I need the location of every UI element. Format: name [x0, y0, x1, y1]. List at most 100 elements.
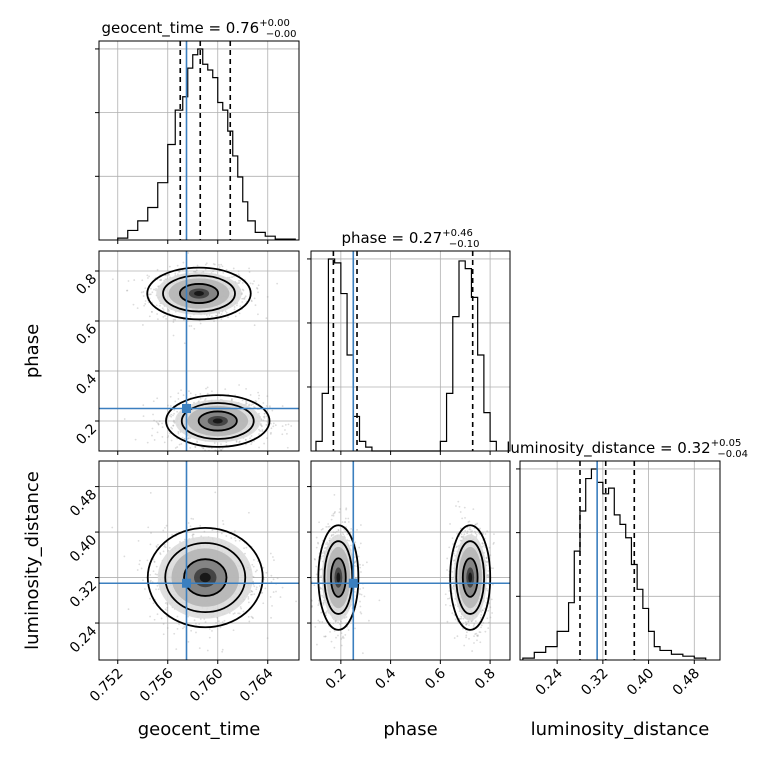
sample-point [268, 405, 271, 408]
sample-point [468, 637, 470, 640]
sample-point [189, 315, 192, 318]
sample-point [149, 293, 152, 296]
sample-point [359, 588, 361, 590]
sample-point [323, 550, 325, 553]
sample-point [182, 394, 185, 397]
sample-point [173, 409, 176, 411]
sample-point [249, 282, 252, 285]
sample-point [249, 394, 252, 396]
sample-point [473, 527, 476, 530]
sample-point [250, 299, 253, 302]
panel-geocent_time-vs-luminosity_distance: 0.240.320.400.48 [67, 460, 300, 664]
panel-content [99, 251, 299, 457]
sample-point [242, 297, 245, 300]
sample-point [247, 597, 250, 600]
sample-point [490, 598, 493, 601]
sample-point [241, 288, 244, 291]
sample-point [466, 532, 469, 535]
sample-point [248, 267, 250, 270]
sample-point [473, 635, 475, 638]
sample-point [493, 541, 495, 544]
sample-point [250, 443, 253, 446]
sample-point [324, 612, 327, 615]
title-plus: +0.46 [442, 228, 473, 239]
sample-point [486, 617, 489, 620]
sample-point [340, 638, 343, 640]
title-plus: +0.05 [711, 438, 742, 449]
sample-point [323, 635, 326, 638]
sample-point [165, 318, 167, 320]
sample-point [274, 424, 277, 427]
sample-point [162, 309, 165, 311]
panel-content [311, 461, 510, 660]
sample-point [196, 440, 198, 443]
sample-point [155, 289, 157, 292]
sample-point [171, 534, 174, 536]
sample-point [183, 455, 185, 457]
density-shade [194, 291, 204, 296]
sample-point [183, 342, 186, 345]
sample-point [325, 525, 328, 528]
sample-point [234, 539, 237, 542]
sample-point [183, 626, 186, 628]
sample-point [453, 552, 455, 555]
sample-point [362, 587, 365, 589]
sample-point [276, 282, 279, 285]
sample-point [241, 301, 244, 303]
sample-point [224, 310, 227, 313]
sample-point [152, 602, 155, 605]
sample-point [148, 315, 151, 318]
title-plus: +0.00 [259, 18, 290, 29]
sample-point [198, 623, 201, 625]
sample-point [485, 556, 488, 559]
sample-point [284, 429, 286, 431]
sample-point [480, 614, 483, 616]
sample-point [486, 560, 489, 563]
sample-point [211, 390, 213, 393]
sample-point [127, 280, 130, 282]
sample-point [249, 437, 251, 440]
sample-point [446, 569, 448, 571]
sample-point [493, 533, 495, 536]
sample-point [341, 636, 344, 639]
sample-point [238, 441, 241, 443]
sample-point [243, 547, 245, 550]
sample-point [176, 273, 179, 276]
sample-point [144, 300, 147, 302]
sample-point [178, 271, 180, 273]
sample-point [244, 439, 247, 441]
hist-panel-luminosity_distance: luminosity_distance = 0.32+0.05 −0.04 [506, 438, 748, 664]
sample-point [465, 634, 468, 637]
sample-point [179, 541, 181, 543]
sample-point [262, 402, 265, 404]
sample-point [167, 310, 170, 313]
sample-point [270, 616, 272, 619]
sample-point [333, 646, 336, 649]
sample-point [202, 446, 205, 449]
sample-point [187, 640, 190, 643]
y-tick-label: 0.48 [67, 487, 100, 520]
sample-point [172, 424, 175, 427]
sample-point [159, 304, 161, 307]
sample-point [149, 491, 152, 494]
title-main: geocent_time = 0.76 [102, 19, 260, 38]
sample-point [195, 631, 197, 634]
sample-point [228, 276, 231, 279]
sample-point [238, 312, 241, 315]
sample-point [213, 320, 215, 323]
sample-point [150, 310, 153, 313]
sample-point [252, 617, 254, 620]
sample-point [205, 262, 208, 265]
sample-point [149, 615, 151, 618]
sample-point [161, 422, 163, 425]
sample-point [156, 422, 159, 425]
sample-point [153, 419, 156, 422]
sample-point [359, 542, 362, 545]
sample-point [311, 605, 314, 607]
sample-point [173, 632, 176, 635]
sample-point [322, 599, 325, 602]
sample-point [456, 545, 458, 548]
panel-content [99, 461, 299, 660]
sample-point [177, 392, 180, 395]
sample-point [480, 624, 483, 627]
